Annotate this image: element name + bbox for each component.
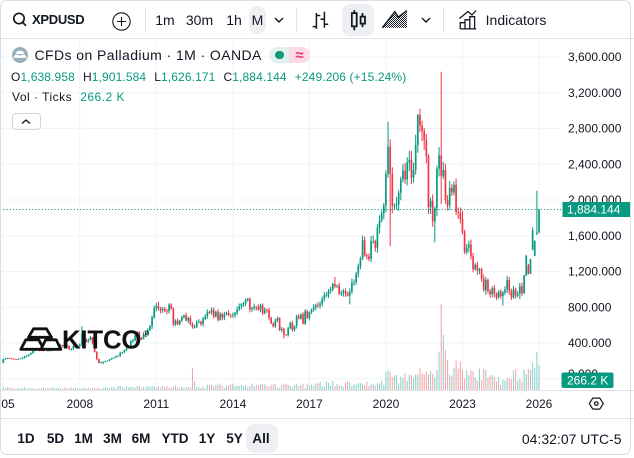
svg-text:400.000: 400.000 [568, 336, 612, 350]
svg-text:KITCO: KITCO [62, 327, 141, 355]
svg-text:3,200.000: 3,200.000 [568, 86, 622, 100]
svg-text:®: ® [143, 329, 150, 339]
svg-text:266.2 K: 266.2 K [567, 373, 608, 387]
svg-text:2023: 2023 [449, 397, 476, 411]
svg-text:2017: 2017 [296, 397, 323, 411]
svg-text:2,800.000: 2,800.000 [568, 122, 622, 136]
svg-text:2011: 2011 [143, 397, 169, 411]
svg-text:1,200.000: 1,200.000 [568, 265, 622, 279]
svg-text:05: 05 [1, 397, 15, 411]
svg-text:2020: 2020 [373, 397, 400, 411]
svg-text:2008: 2008 [66, 397, 93, 411]
svg-text:1,884.144: 1,884.144 [567, 203, 621, 217]
svg-text:1,600.000: 1,600.000 [568, 229, 622, 243]
svg-text:2014: 2014 [220, 397, 247, 411]
svg-text:2,400.000: 2,400.000 [568, 157, 622, 171]
svg-text:2026: 2026 [526, 397, 553, 411]
svg-text:3,600.000: 3,600.000 [568, 50, 622, 64]
svg-text:800.000: 800.000 [568, 301, 612, 315]
